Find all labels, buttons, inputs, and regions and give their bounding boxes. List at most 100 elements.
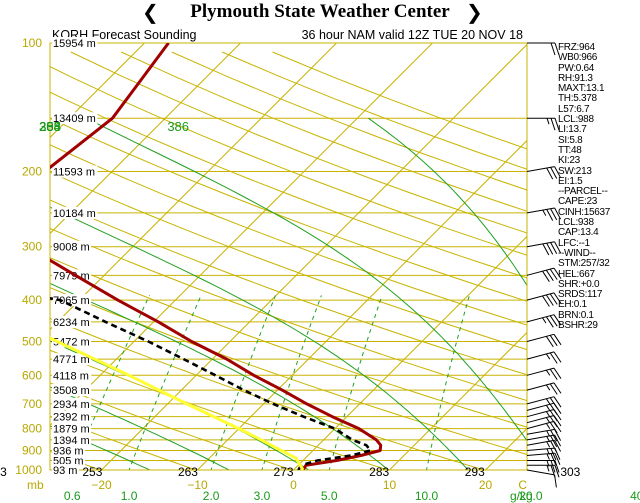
wind-barb-feather — [549, 352, 558, 364]
stability-index-item: CINH:15637 — [558, 206, 611, 218]
stability-index-item: SW:213 — [558, 165, 592, 177]
theta-label: 243 — [0, 465, 7, 479]
stability-index-item: L57:6.7 — [558, 103, 590, 115]
height-label: 15954 m — [53, 38, 96, 50]
wind-barb — [526, 351, 562, 364]
temperature-tick-label: −10 — [187, 478, 208, 492]
height-label-bg — [52, 397, 92, 410]
wind-barb-staff — [526, 447, 555, 451]
temperature-tick-label: 10 — [383, 478, 397, 492]
wind-barb-half-feather — [546, 448, 550, 455]
wind-barb-feather — [549, 315, 558, 327]
mixing-ratio-label: 2.0 — [203, 489, 220, 503]
wind-barb-feather — [554, 452, 561, 465]
theta-label: 283 — [369, 465, 389, 479]
pressure-tick-label: 600 — [22, 368, 42, 382]
wind-barb-half-feather — [542, 209, 547, 216]
theta-upper-label: 386 — [167, 119, 189, 134]
height-label: 2392 m — [53, 412, 90, 424]
wind-barb-half-feather — [545, 404, 551, 411]
moist-adiabat-line — [85, 117, 527, 442]
height-label: 10184 m — [53, 208, 96, 220]
wind-barb-staff — [526, 469, 555, 476]
wind-barb-staff — [526, 166, 555, 172]
wind-barb-half-feather — [546, 465, 550, 472]
pressure-tick-label: 500 — [22, 334, 42, 348]
dry-adiabat-line — [50, 171, 527, 351]
pressure-tick-label: 900 — [22, 443, 42, 457]
sounding-profiles — [50, 43, 383, 470]
pressure-tick-label: 400 — [22, 293, 42, 307]
stability-index-item: KI:23 — [558, 155, 580, 167]
wind-barb-feather — [554, 434, 562, 447]
wind-barb-half-feather — [545, 398, 551, 405]
pressure-tick-label: 800 — [22, 422, 42, 436]
stability-index-item: LFC:--1 — [558, 237, 590, 249]
theta-label: 293 — [465, 465, 485, 479]
theta-label: 253 — [82, 465, 102, 479]
stability-index-item: SI:5.8 — [558, 134, 583, 146]
wind-barb-half-feather — [546, 460, 550, 467]
stability-index-item: RH:91.3 — [558, 72, 593, 84]
wind-barb-feather — [542, 295, 550, 307]
wind-barb-staff — [526, 396, 555, 405]
temperature-unit-label: C — [518, 478, 527, 492]
wind-barb — [526, 469, 557, 488]
wind-barb-feather — [542, 243, 550, 256]
wind-barb-feather — [550, 448, 557, 461]
wind-barb-feather — [546, 209, 554, 221]
wind-barb — [526, 382, 562, 395]
wind-barb — [526, 409, 562, 422]
wind-barb-half-feather — [546, 118, 550, 125]
theta-upper-label: 304 — [39, 119, 61, 134]
wind-barb — [527, 464, 560, 478]
wind-barb-feather — [553, 367, 562, 379]
stability-index-item: BSHR:29 — [558, 320, 598, 332]
wind-barb-feather — [549, 416, 558, 428]
wind-barb-staff — [526, 428, 555, 435]
pennant-left-icon: ❮ — [142, 0, 159, 24]
temperature-tick-label: 0 — [290, 478, 297, 492]
height-label-bg — [52, 206, 98, 219]
height-label: 1879 m — [53, 424, 90, 436]
wind-barb-feather — [549, 422, 558, 434]
isotherm-line — [389, 331, 527, 470]
wind-barb — [527, 460, 560, 473]
dry-adiabat-line — [50, 199, 527, 376]
wind-barb-half-feather — [545, 353, 551, 360]
wind-barb — [526, 207, 562, 221]
wind-barb-feather — [545, 316, 554, 328]
wind-barb-feather — [549, 368, 558, 380]
height-label: 1394 m — [53, 435, 90, 447]
stability-index-item: CAP:13.4 — [558, 227, 599, 239]
wind-barb-feather — [550, 429, 558, 442]
dry-adiabat-line — [50, 117, 527, 302]
moist-adiabat-line — [50, 282, 390, 470]
wind-barb-feather — [545, 294, 554, 306]
wind-barb-feather — [545, 269, 554, 281]
height-label: 13409 m — [53, 113, 96, 125]
mixing-ratio-label: 3.0 — [254, 489, 271, 503]
wind-barb-feather — [549, 410, 558, 422]
wind-barbs — [526, 42, 562, 488]
parcel-profile-line — [50, 336, 305, 470]
wind-barb-feather — [554, 241, 562, 254]
wind-barb-feather — [550, 440, 558, 453]
wind-barb-staff — [526, 409, 555, 418]
page-header: ❮ Plymouth State Weather Center ❮ — [0, 0, 640, 26]
temperature-profile-line — [50, 43, 383, 470]
wind-barb-staff — [526, 351, 555, 360]
wind-barb-feather — [549, 397, 558, 409]
height-label: 936 m — [53, 445, 84, 457]
dry-adiabat-line — [50, 66, 527, 256]
wind-barb-feather — [554, 460, 560, 473]
isotherm-line — [101, 43, 527, 470]
wind-barb-staff — [526, 207, 555, 214]
wind-barb — [527, 117, 560, 131]
theta-upper-label: 268 — [39, 119, 61, 134]
mixing-ratio-line — [328, 295, 383, 470]
isotherm-line — [50, 43, 241, 235]
height-label-bg — [52, 369, 92, 382]
height-label: 3508 m — [53, 385, 90, 397]
height-label-bg — [52, 464, 79, 476]
